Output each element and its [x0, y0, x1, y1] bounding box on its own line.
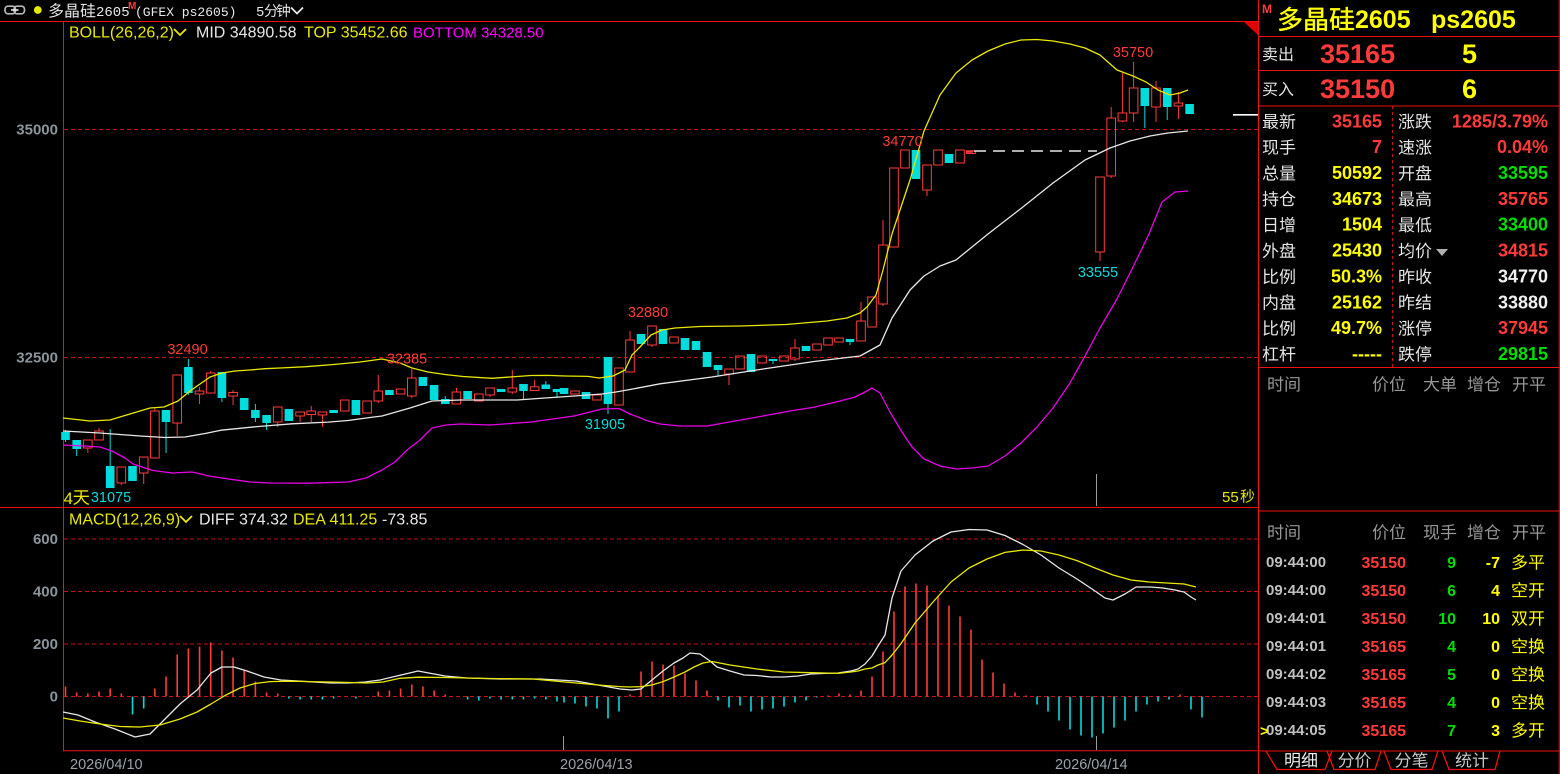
- svg-text:35150: 35150: [1362, 611, 1407, 628]
- svg-text:0: 0: [50, 689, 58, 706]
- svg-text:32880: 32880: [628, 305, 668, 321]
- svg-text:2026/04/14: 2026/04/14: [1055, 757, 1128, 773]
- svg-text:-7: -7: [1486, 555, 1500, 572]
- svg-text:(GFEX ps2605): (GFEX ps2605): [135, 5, 236, 20]
- svg-text:2605: 2605: [96, 5, 130, 21]
- svg-text:1285/3.79%: 1285/3.79%: [1452, 111, 1548, 131]
- svg-text:33880: 33880: [1498, 292, 1548, 312]
- svg-text:33595: 33595: [1498, 163, 1548, 183]
- svg-text:34770: 34770: [1498, 266, 1548, 286]
- svg-text:TOP 35452.66: TOP 35452.66: [304, 25, 408, 42]
- svg-text:0.04%: 0.04%: [1497, 137, 1548, 157]
- svg-text:9: 9: [1447, 555, 1456, 572]
- svg-text:34815: 34815: [1498, 241, 1548, 261]
- svg-text:35165: 35165: [1362, 723, 1407, 740]
- svg-text:09:44:01: 09:44:01: [1266, 610, 1326, 627]
- svg-text:2026/04/13: 2026/04/13: [560, 757, 633, 773]
- svg-text:31905: 31905: [585, 417, 625, 433]
- svg-text:7: 7: [1372, 137, 1382, 157]
- svg-text:34770: 34770: [882, 134, 922, 150]
- svg-text:35150: 35150: [1362, 583, 1407, 600]
- svg-text:ps2605: ps2605: [1431, 6, 1516, 34]
- svg-text:>: >: [1260, 723, 1269, 740]
- svg-text:MACD(12,26,9): MACD(12,26,9): [69, 512, 180, 529]
- svg-text:32490: 32490: [167, 342, 207, 358]
- svg-text:35150: 35150: [1320, 74, 1395, 104]
- svg-text:09:44:00: 09:44:00: [1266, 554, 1326, 571]
- svg-text:10: 10: [1482, 611, 1500, 628]
- svg-text:0: 0: [1491, 639, 1500, 656]
- svg-text:BOLL(26,26,2): BOLL(26,26,2): [69, 25, 174, 42]
- svg-text:37945: 37945: [1498, 318, 1548, 338]
- svg-text:50592: 50592: [1332, 163, 1382, 183]
- svg-text:DIFF 374.32: DIFF 374.32: [199, 512, 288, 529]
- svg-text:MID 34890.58: MID 34890.58: [196, 25, 297, 42]
- svg-text:33555: 33555: [1078, 265, 1118, 281]
- svg-text:2605: 2605: [1355, 6, 1411, 34]
- svg-text:-----: -----: [1352, 344, 1382, 364]
- svg-text:1504: 1504: [1342, 215, 1382, 235]
- svg-text:5: 5: [256, 5, 264, 21]
- svg-text:34673: 34673: [1332, 189, 1382, 209]
- svg-text:400: 400: [33, 584, 58, 601]
- svg-text:5: 5: [1462, 39, 1477, 69]
- svg-text:32385: 32385: [387, 352, 427, 368]
- svg-text:-73.85: -73.85: [382, 512, 427, 529]
- svg-text:BOTTOM 34328.50: BOTTOM 34328.50: [413, 25, 544, 42]
- svg-text:6: 6: [1462, 74, 1477, 104]
- svg-text:35165: 35165: [1320, 39, 1395, 69]
- svg-text:25162: 25162: [1332, 292, 1382, 312]
- svg-text:25430: 25430: [1332, 241, 1382, 261]
- svg-text:200: 200: [33, 636, 58, 653]
- svg-text:M: M: [128, 1, 136, 12]
- svg-text:4: 4: [1447, 639, 1456, 656]
- svg-text:35765: 35765: [1498, 189, 1548, 209]
- svg-text:35165: 35165: [1362, 639, 1407, 656]
- svg-text:55: 55: [1222, 489, 1239, 506]
- svg-text:32500: 32500: [16, 350, 58, 367]
- svg-text:49.7%: 49.7%: [1331, 318, 1382, 338]
- svg-text:35150: 35150: [1362, 555, 1407, 572]
- svg-text:50.3%: 50.3%: [1331, 266, 1382, 286]
- svg-text:4: 4: [1447, 695, 1456, 712]
- svg-text:35000: 35000: [16, 122, 58, 139]
- svg-text:0: 0: [1491, 695, 1500, 712]
- svg-text:DEA 411.25: DEA 411.25: [293, 512, 377, 529]
- svg-text:600: 600: [33, 531, 58, 548]
- svg-text:35165: 35165: [1332, 111, 1382, 131]
- svg-text:4: 4: [1491, 583, 1500, 600]
- svg-text:09:44:02: 09:44:02: [1266, 666, 1326, 683]
- svg-text:5: 5: [1447, 667, 1456, 684]
- svg-text:09:44:01: 09:44:01: [1266, 638, 1326, 655]
- svg-text:35165: 35165: [1362, 695, 1407, 712]
- svg-text:09:44:03: 09:44:03: [1266, 694, 1326, 711]
- svg-text:09:44:05: 09:44:05: [1266, 722, 1326, 739]
- svg-text:3: 3: [1491, 723, 1500, 740]
- svg-text:31075: 31075: [91, 490, 131, 506]
- svg-text:10: 10: [1438, 611, 1456, 628]
- svg-text:6: 6: [1447, 583, 1456, 600]
- svg-text:4: 4: [64, 489, 73, 508]
- svg-text:35750: 35750: [1113, 45, 1153, 61]
- svg-text:M: M: [1262, 2, 1272, 16]
- svg-text:0: 0: [1491, 667, 1500, 684]
- svg-text:29815: 29815: [1498, 344, 1548, 364]
- svg-text:09:44:00: 09:44:00: [1266, 582, 1326, 599]
- svg-text:2026/04/10: 2026/04/10: [70, 757, 143, 773]
- svg-text:35165: 35165: [1362, 667, 1407, 684]
- svg-text:33400: 33400: [1498, 215, 1548, 235]
- svg-text:7: 7: [1447, 723, 1456, 740]
